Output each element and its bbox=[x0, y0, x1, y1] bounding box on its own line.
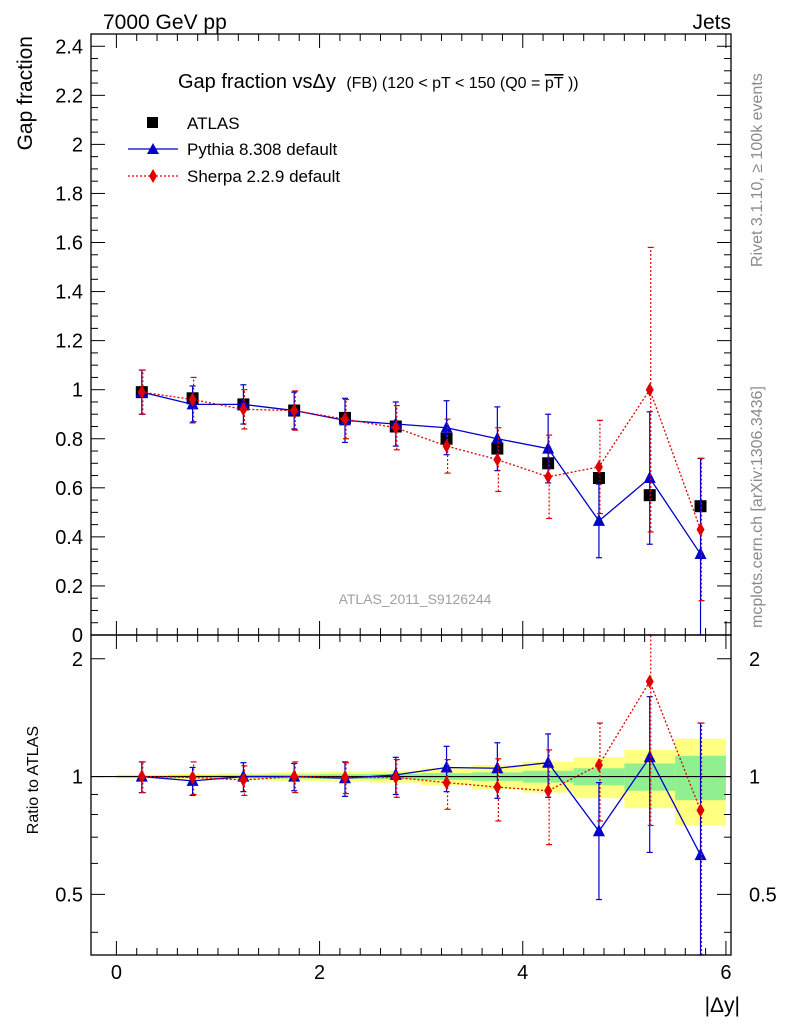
main-ytick-label: 2.2 bbox=[55, 85, 83, 107]
sherpa-ratio-point bbox=[137, 769, 146, 784]
legend-pythia-label: Pythia 8.308 default bbox=[187, 140, 338, 159]
atlas-point bbox=[592, 472, 605, 485]
pythia-ratio-point bbox=[491, 761, 504, 774]
ratio-frame bbox=[90, 634, 732, 956]
pythia-point bbox=[440, 420, 453, 433]
sherpa-ratio-point bbox=[544, 783, 553, 798]
sherpa-point bbox=[188, 392, 197, 407]
main-ytick-label: 0.6 bbox=[55, 478, 83, 500]
sherpa-ratio-point bbox=[340, 770, 349, 785]
legend-atlas-label: ATLAS bbox=[187, 114, 240, 133]
main-ytick-label: 2 bbox=[72, 134, 83, 156]
sherpa-point bbox=[290, 403, 299, 418]
sherpa-point bbox=[544, 469, 553, 484]
pythia-ratio-point bbox=[592, 824, 605, 837]
sherpa-ratio-line bbox=[141, 679, 702, 811]
sherpa-ratio-point bbox=[290, 769, 299, 784]
legend-sherpa-marker bbox=[149, 169, 157, 183]
sherpa-point bbox=[696, 522, 705, 537]
pythia-ratio-point bbox=[694, 848, 707, 861]
main-ytick-label: 1 bbox=[72, 380, 83, 402]
main-ytick-label: 2.4 bbox=[55, 36, 83, 58]
sherpa-point bbox=[594, 459, 603, 474]
pythia-ratio-point bbox=[542, 755, 555, 768]
main-title-pt: pT bbox=[545, 75, 564, 92]
pythia-point bbox=[542, 441, 555, 454]
sherpa-ratio-point bbox=[696, 803, 705, 818]
main-ytick-label: 1.4 bbox=[55, 282, 83, 304]
legend: ATLAS Pythia 8.308 default Sherpa 2.2.9 … bbox=[128, 114, 340, 186]
main-ytick-label: 0.2 bbox=[55, 576, 83, 598]
header-process-label: Jets bbox=[692, 11, 731, 34]
pythia-line bbox=[141, 391, 702, 555]
sherpa-point bbox=[239, 402, 248, 417]
sherpa-ratio-point bbox=[442, 775, 451, 790]
main-ytick-label: 0.8 bbox=[55, 429, 83, 451]
side-rivet-label: Rivet 3.1.10, ≥ 100k events bbox=[749, 73, 766, 267]
main-ytick-label: 1.6 bbox=[55, 233, 83, 255]
ratio-xlabel: |Δy| bbox=[705, 994, 740, 1017]
sherpa-point bbox=[493, 452, 502, 467]
ratio-ylabel: Ratio to ATLAS bbox=[25, 726, 42, 834]
main-ytick-label: 1.8 bbox=[55, 183, 83, 205]
sherpa-ratio-point bbox=[645, 674, 654, 689]
sherpa-ratio-point bbox=[188, 770, 197, 785]
sherpa-point bbox=[442, 439, 451, 454]
main-panel: 0 0.2 0.4 0.6 0.8 1 1.2 1.4 1.6 1.8 2 2.2 2.4 bbox=[55, 33, 731, 647]
ratio-ytick-label: 1 bbox=[72, 767, 83, 789]
sherpa-ratio-point bbox=[594, 758, 603, 773]
pythia-point bbox=[491, 431, 504, 444]
ratio-xtick-label: 6 bbox=[720, 962, 731, 984]
ratio-ytick-label: 0.5 bbox=[55, 884, 83, 906]
ratio-xtick-label: 4 bbox=[517, 962, 528, 984]
header-energy-label: 7000 GeV pp bbox=[103, 11, 227, 34]
main-title-main: Gap fraction vsΔy bbox=[178, 71, 336, 93]
pythia-ratio-point bbox=[440, 760, 453, 773]
main-ytick-label: 1.2 bbox=[55, 331, 83, 353]
sherpa-ratio-point bbox=[493, 780, 502, 795]
legend-atlas-marker bbox=[147, 117, 158, 128]
legend-sherpa-label: Sherpa 2.2.9 default bbox=[187, 167, 340, 186]
main-title: Gap fraction vsΔy (FB) (120 < pT < 150 (… bbox=[178, 71, 579, 93]
ratio-ytick-label-right: 1 bbox=[749, 767, 760, 789]
ratio-xtick-label: 0 bbox=[111, 962, 122, 984]
sherpa-point bbox=[340, 412, 349, 427]
ratio-panel: 0.5 1 2 0.5 1 2 0 2 4 6 bbox=[55, 634, 777, 984]
pythia-ratio-point bbox=[643, 750, 656, 763]
side-mcplots-label: mcplots.cern.ch [arXiv:1306.3436] bbox=[749, 386, 766, 628]
main-ylabel: Gap fraction bbox=[14, 36, 37, 150]
sherpa-point bbox=[137, 385, 146, 400]
ratio-ytick-label-right: 0.5 bbox=[749, 884, 777, 906]
main-ytick-label: 0.4 bbox=[55, 527, 83, 549]
main-title-end: )) bbox=[568, 75, 579, 92]
analysis-watermark: ATLAS_2011_S9126244 bbox=[339, 591, 492, 607]
ratio-ytick-label: 2 bbox=[72, 649, 83, 671]
pythia-ratio-line bbox=[141, 756, 702, 856]
pythia-point bbox=[694, 547, 707, 560]
pythia-point bbox=[643, 471, 656, 484]
ratio-ytick-label-right: 2 bbox=[749, 649, 760, 671]
sherpa-ratio-point bbox=[391, 770, 400, 785]
pythia-point bbox=[592, 513, 605, 526]
main-title-rest: (FB) (120 < pT < 150 (Q0 = bbox=[346, 75, 540, 92]
sherpa-point bbox=[645, 382, 654, 397]
sherpa-line bbox=[141, 388, 702, 530]
main-ytick-label: 0 bbox=[72, 625, 83, 647]
ratio-xtick-label: 2 bbox=[314, 962, 325, 984]
legend-pythia-marker bbox=[147, 143, 159, 154]
sherpa-ratio-point bbox=[239, 772, 248, 787]
sherpa-point bbox=[391, 420, 400, 435]
